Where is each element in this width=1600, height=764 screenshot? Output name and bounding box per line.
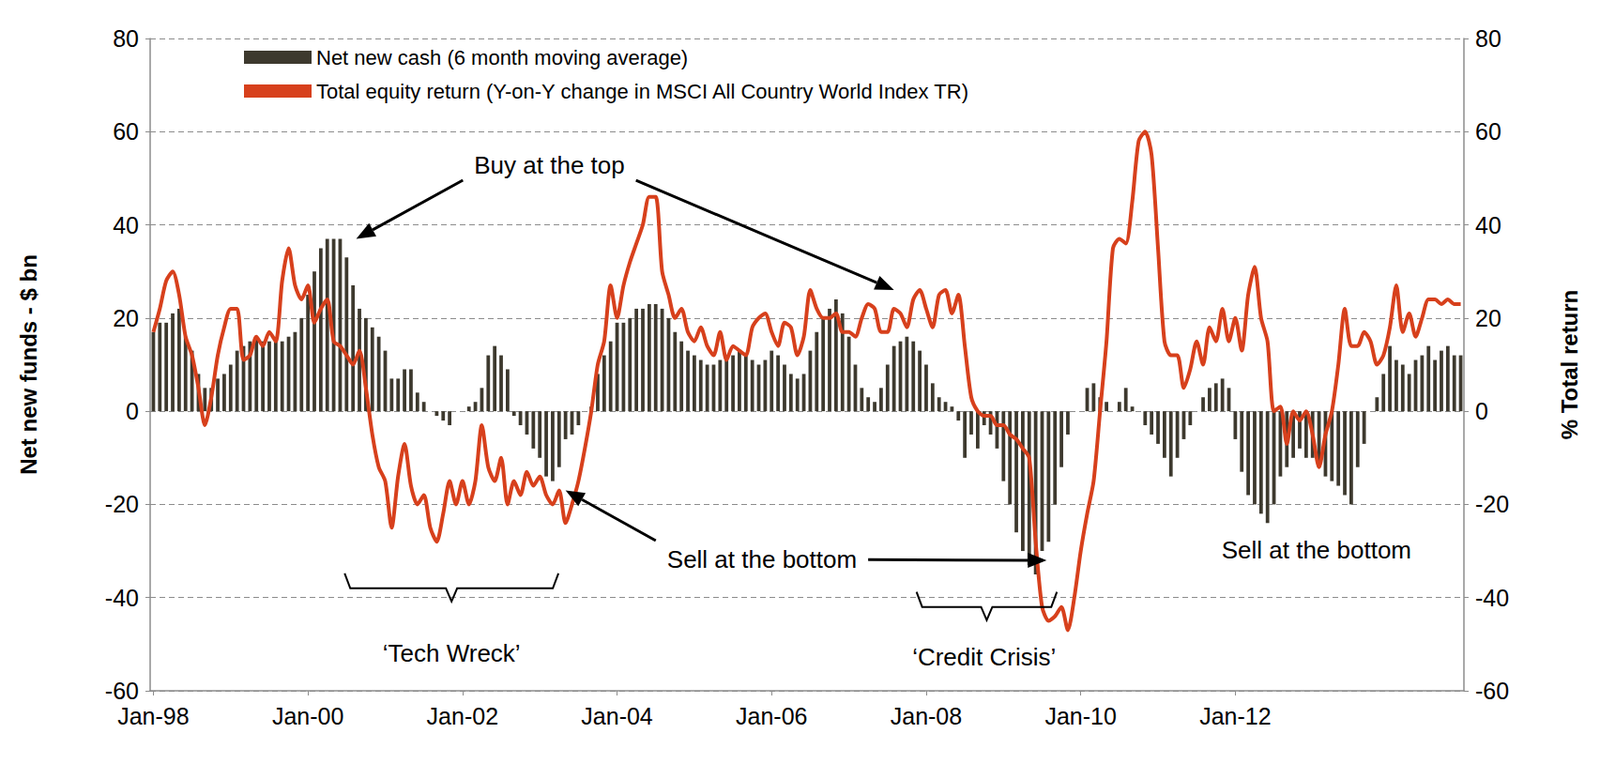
- svg-text:Jan-04: Jan-04: [580, 702, 654, 730]
- svg-text:40: 40: [112, 212, 139, 239]
- svg-text:-40: -40: [1475, 584, 1509, 611]
- svg-text:80: 80: [1475, 25, 1502, 52]
- svg-text:Jan-06: Jan-06: [735, 702, 808, 730]
- svg-text:Jan-12: Jan-12: [1199, 702, 1271, 730]
- svg-text:Jan-00: Jan-00: [272, 702, 344, 730]
- svg-text:% Total return: % Total return: [1556, 289, 1583, 441]
- svg-text:‘Credit Crisis’: ‘Credit Crisis’: [912, 642, 1056, 671]
- svg-text:Sell at the bottom: Sell at the bottom: [1221, 535, 1412, 564]
- svg-text:Net new funds - $ bn: Net new funds - $ bn: [15, 254, 42, 475]
- svg-text:-60: -60: [105, 677, 139, 704]
- svg-text:Sell at the bottom: Sell at the bottom: [667, 545, 857, 574]
- svg-text:80: 80: [112, 25, 139, 52]
- svg-text:0: 0: [1475, 397, 1489, 425]
- svg-text:0: 0: [125, 397, 139, 425]
- svg-text:40: 40: [1475, 212, 1502, 239]
- svg-text:Jan-02: Jan-02: [426, 702, 499, 730]
- svg-text:Jan-98: Jan-98: [117, 702, 189, 730]
- svg-text:Jan-10: Jan-10: [1044, 702, 1116, 730]
- svg-text:Total equity return (Y-on-Y ch: Total equity return (Y-on-Y change in MS…: [316, 79, 969, 104]
- svg-text:Jan-08: Jan-08: [890, 702, 962, 730]
- svg-text:Buy at the top: Buy at the top: [473, 151, 625, 180]
- svg-text:‘Tech Wreck’: ‘Tech Wreck’: [382, 639, 521, 668]
- svg-text:20: 20: [112, 304, 139, 332]
- svg-text:-40: -40: [105, 584, 139, 611]
- svg-text:-20: -20: [105, 490, 139, 518]
- svg-text:-20: -20: [1475, 490, 1509, 518]
- svg-text:Net new cash (6 month moving a: Net new cash (6 month moving average): [316, 45, 688, 70]
- svg-text:20: 20: [1475, 304, 1502, 332]
- svg-text:60: 60: [1475, 118, 1502, 145]
- svg-text:-60: -60: [1475, 677, 1509, 704]
- svg-text:60: 60: [112, 118, 139, 145]
